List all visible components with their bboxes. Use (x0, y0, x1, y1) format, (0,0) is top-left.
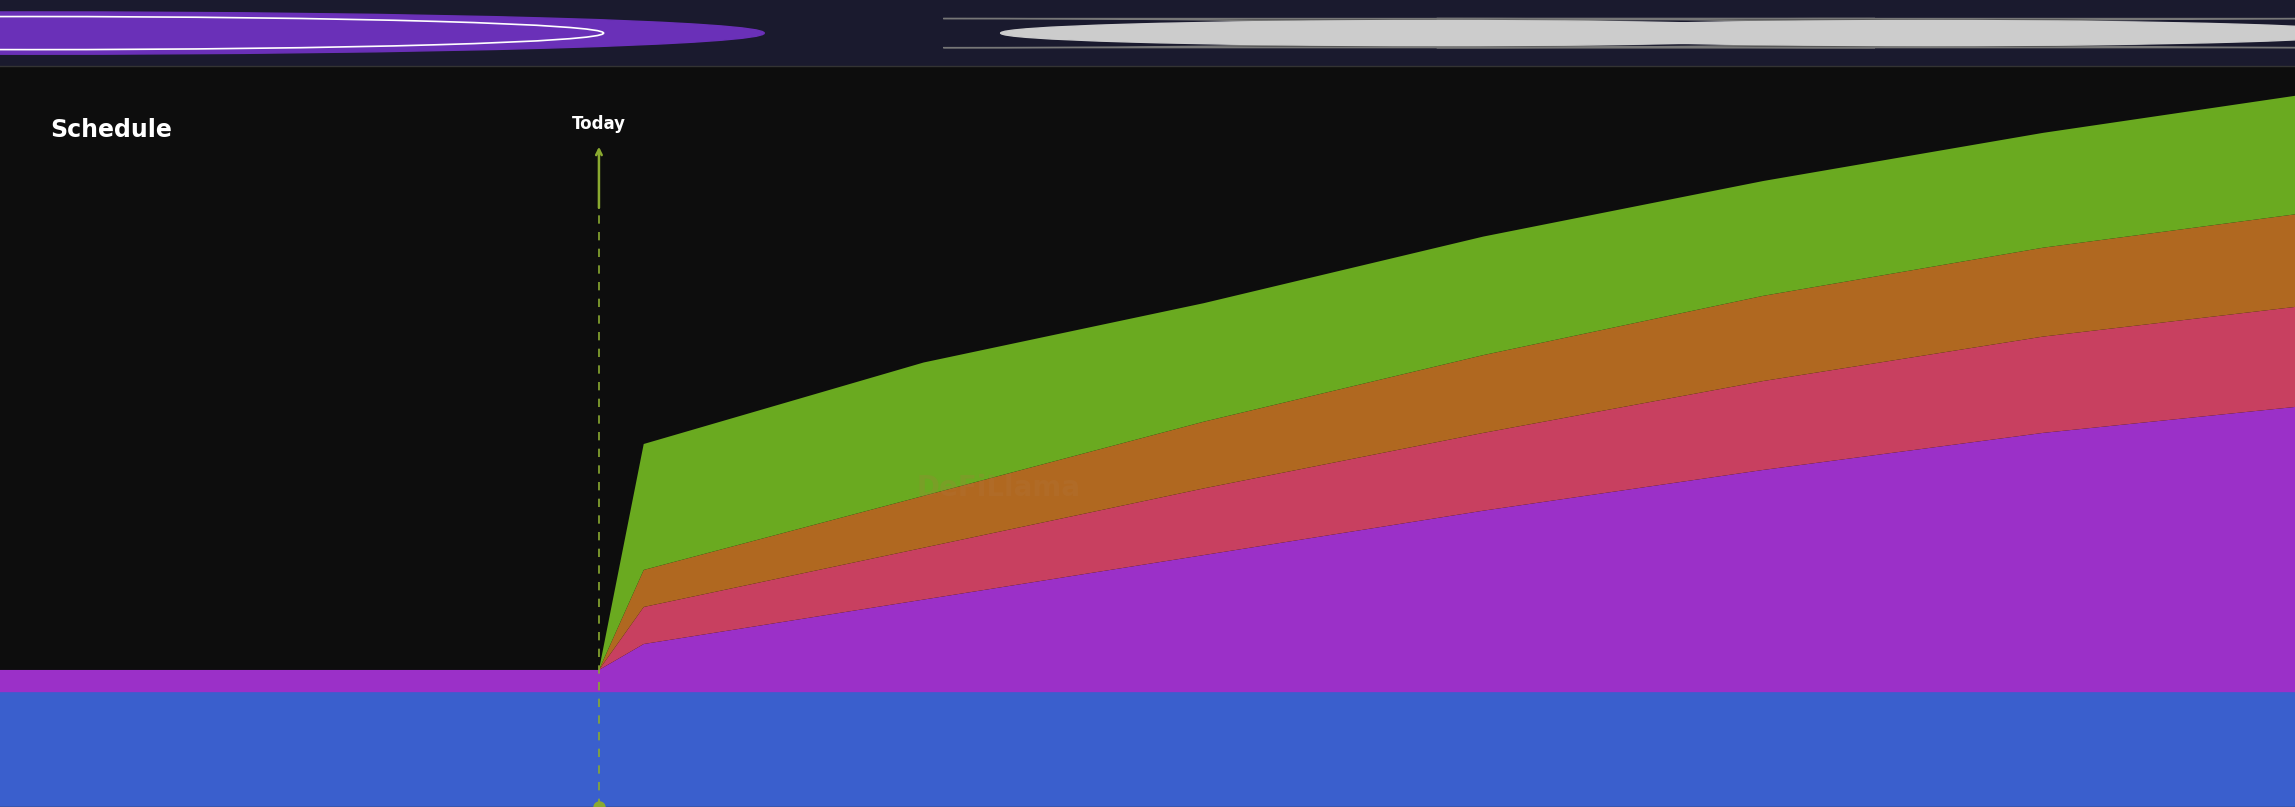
Text: DeFiLlama: DeFiLlama (916, 475, 1081, 503)
FancyBboxPatch shape (1437, 19, 2295, 48)
Text: Schedule: Schedule (50, 118, 172, 142)
Text: Show Price and Market Cap: Show Price and Market Cap (1960, 26, 2180, 40)
Text: ⓘ: ⓘ (1604, 26, 1613, 40)
Circle shape (1001, 20, 1873, 46)
Text: Celestia: Celestia (62, 21, 170, 45)
Circle shape (1494, 20, 2295, 46)
Text: Include Treasury: Include Treasury (1467, 26, 1600, 40)
FancyBboxPatch shape (943, 19, 1875, 48)
Text: Today: Today (571, 115, 627, 133)
Circle shape (0, 12, 764, 54)
